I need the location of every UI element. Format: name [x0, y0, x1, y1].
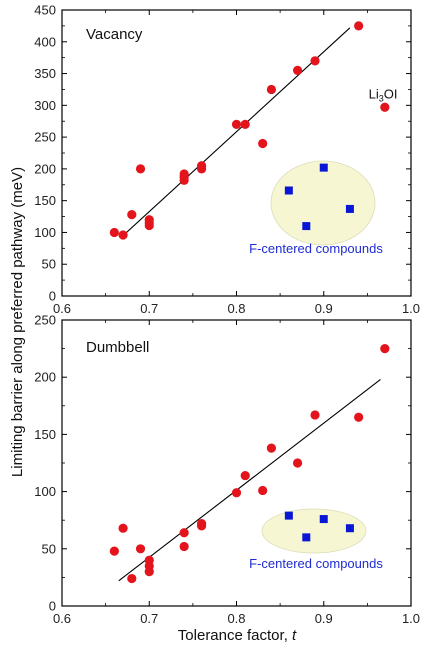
y-tick-label: 100: [34, 484, 56, 499]
inset-label: F-centered compounds: [249, 556, 383, 571]
y-tick-label: 200: [34, 370, 56, 385]
data-point: [240, 470, 250, 481]
data-point: [179, 541, 189, 552]
y-tick-label: 450: [34, 3, 56, 18]
data-point: [118, 230, 128, 240]
data-point: [258, 138, 268, 149]
data-point: [266, 84, 276, 95]
f-centered-point: [284, 511, 293, 520]
inset-ellipse: [261, 508, 367, 554]
dumbbell-panel: 0 50 100 150 200 250 0.6 0.7 0.8 0.9 1.0 F-centered…: [34, 313, 420, 627]
x-tick-label: 0.6: [53, 611, 71, 626]
y-tick-label: 250: [34, 130, 56, 145]
data-point: [354, 21, 364, 31]
data-point: [179, 528, 189, 538]
panel-label: Vacancy: [86, 26, 143, 43]
data-point: [310, 410, 320, 420]
data-point: [240, 119, 250, 129]
data-point: [135, 544, 146, 554]
data-point: [380, 102, 390, 112]
vacancy-panel: 0 50 100 150 200 250 300 350 400 450 0.6 0.7 0.8 0.9 1…: [34, 3, 420, 317]
data-point: [179, 175, 189, 185]
data-point: [292, 458, 303, 468]
y-tick-label: 50: [42, 541, 56, 556]
data-point: [144, 567, 154, 577]
f-centered-point: [319, 515, 328, 524]
data-point: [266, 443, 276, 453]
y-tick-label: 50: [42, 257, 56, 272]
x-tick-label: 0.9: [315, 301, 333, 316]
f-centered-point: [302, 533, 311, 542]
data-point: [197, 164, 207, 174]
x-axis-title: Tolerance factor, t: [178, 627, 297, 644]
x-axis-title-variable: t: [292, 627, 297, 644]
panel-label: Dumbbell: [86, 339, 149, 356]
x-tick-label: 1.0: [402, 611, 420, 626]
y-tick-label: 100: [34, 225, 56, 240]
data-point: [258, 485, 268, 496]
y-tick-label: 150: [34, 427, 56, 442]
inset-ellipse: [270, 160, 376, 246]
x-tick-label: 0.6: [53, 301, 71, 316]
y-tick-label: 0: [49, 289, 56, 304]
f-centered-point: [345, 524, 354, 533]
y-tick-label: 0: [49, 599, 56, 614]
data-point: [118, 523, 128, 533]
data-point: [380, 344, 390, 354]
fit-line: [118, 379, 381, 582]
data-point: [127, 210, 137, 220]
f-centered-point: [284, 186, 293, 195]
y-tick-label: 200: [34, 161, 56, 176]
y-tick-label: 250: [34, 313, 56, 328]
x-tick-label: 0.9: [315, 611, 333, 626]
data-point: [354, 412, 364, 422]
annotation-main: Li: [369, 86, 379, 101]
y-tick-label: 300: [34, 98, 56, 113]
x-tick-label: 1.0: [402, 301, 420, 316]
y-tick-label: 150: [34, 193, 56, 208]
data-point: [231, 488, 242, 498]
annotation-subscript: 3: [379, 93, 384, 103]
f-centered-point: [345, 204, 354, 213]
x-tick-label: 0.8: [227, 611, 245, 626]
y-tick-label: 350: [34, 66, 56, 81]
data-point: [109, 546, 119, 556]
data-point: [144, 220, 154, 231]
data-point: [231, 119, 242, 129]
x-tick-label: 0.8: [227, 301, 245, 316]
data-point: [135, 164, 146, 174]
data-point: [127, 573, 137, 584]
inset-label: F-centered compounds: [249, 241, 383, 256]
y-axis-title: Limiting barrier along preferred pathway…: [9, 167, 26, 477]
data-point: [109, 227, 119, 238]
data-point: [292, 65, 303, 75]
y-tick-label: 400: [34, 34, 56, 49]
data-point: [310, 56, 320, 66]
data-point: [197, 521, 207, 531]
f-centered-point: [302, 222, 311, 231]
x-axis-title-text: Tolerance factor,: [178, 627, 292, 644]
x-tick-label: 0.7: [140, 301, 158, 316]
x-tick-label: 0.7: [140, 611, 158, 626]
f-centered-point: [319, 163, 328, 172]
annotation-tail: OI: [384, 86, 398, 101]
point-annotation: Li3OI: [369, 86, 398, 103]
